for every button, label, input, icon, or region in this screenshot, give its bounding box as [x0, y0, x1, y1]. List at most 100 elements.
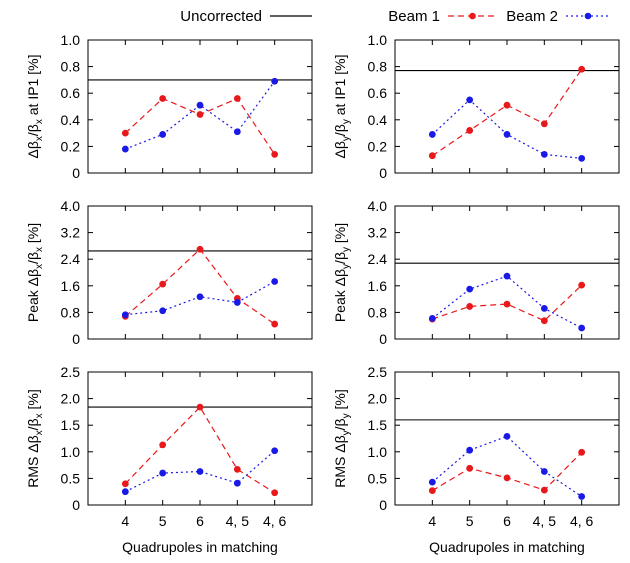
y-tick-label: 4.0: [368, 198, 388, 214]
beam-2-point: [271, 77, 279, 85]
beam-2-point: [540, 468, 548, 475]
beam-1-point: [466, 464, 474, 472]
beam-2-point: [578, 493, 586, 500]
beam-1-line: [431, 68, 583, 157]
legend-label-1: Beam 1: [388, 8, 440, 25]
y-tick-label: 0: [72, 497, 80, 513]
y-tick-label: 0.2: [368, 138, 388, 154]
y-tick-label: 2.4: [61, 251, 81, 267]
beam-2-point: [121, 311, 129, 319]
y-tick-label: 0.8: [368, 59, 388, 75]
plot-frame: [394, 205, 620, 340]
beam-1-line: [432, 451, 583, 492]
beam-2-point: [428, 131, 436, 138]
beam-1-point: [271, 489, 279, 497]
plot-frame: [87, 205, 313, 340]
beam-1-line: [124, 248, 276, 325]
x-tick-label: 4, 6: [263, 513, 287, 529]
panel-3: 0 0.8 1.6 2.4 3.2 4.0 Peak Δβx/βx [%]: [25, 198, 313, 347]
y-tick-label: 1.5: [368, 417, 388, 433]
beam-2-point: [159, 307, 167, 315]
y-tick-label: 2.5: [368, 364, 388, 380]
y-tick-label: 1.0: [61, 32, 81, 48]
y-tick-label: 0: [72, 165, 80, 181]
beam-1-point: [540, 486, 548, 494]
y-tick-label: 0.4: [368, 112, 388, 128]
beam-2-point: [233, 128, 241, 136]
x-axis-label: Quadrupoles in matching: [122, 539, 278, 555]
x-tick-label: 5: [159, 513, 167, 529]
beam-1-point: [428, 152, 436, 160]
beam-1-point: [121, 129, 129, 137]
beam-2-point: [503, 272, 511, 280]
beam-1-point: [428, 487, 436, 495]
y-tick-label: 3.2: [368, 225, 388, 241]
x-tick-label: 4, 5: [226, 513, 250, 529]
panel-2: 0 0.2 0.4 0.6 0.8 1.0 Δβy/βy at IP1 [%]: [332, 32, 620, 181]
beam-1-point: [271, 320, 279, 328]
y-tick-label: 0.5: [61, 470, 81, 486]
beam-2-point: [121, 145, 129, 153]
y-axis-label: RMS Δβx/βx [%]: [25, 389, 45, 487]
beam-2-line: [125, 80, 276, 150]
beam-2-point: [233, 299, 241, 306]
beam-1-point: [121, 480, 129, 488]
beam-1-point: [196, 245, 204, 253]
x-tick-label: 4: [121, 513, 129, 529]
legend: Uncorrected Beam 1 Beam 2: [180, 8, 610, 25]
y-tick-label: 2.0: [368, 391, 388, 407]
y-tick-label: 3.2: [61, 225, 81, 241]
x-tick-label: 6: [196, 513, 204, 529]
x-tick-label: 4, 6: [570, 513, 594, 529]
panel-4: 0 0.8 1.6 2.4 3.2 4.0 Peak Δβy/βy [%]: [332, 198, 620, 347]
x-tick-label: 4: [428, 513, 436, 529]
legend-label-0: Uncorrected: [180, 8, 262, 25]
beam-1-line: [124, 406, 275, 494]
y-tick-label: 1.6: [61, 278, 81, 294]
beam-2-point: [466, 96, 474, 104]
beam-2-point: [233, 479, 241, 487]
y-tick-label: 1.5: [61, 417, 81, 433]
y-tick-label: 1.0: [61, 444, 81, 460]
chart-panels: 0 0.2 0.4 0.6 0.8 1.0 Δβx/βx at IP1 [%] 0 0.2 0.4…: [25, 32, 620, 555]
beam-1-point: [271, 150, 279, 158]
beam-1-point: [578, 448, 586, 456]
beam-2-point: [271, 447, 279, 455]
y-tick-label: 2.0: [61, 391, 81, 407]
y-axis-label: Δβy/βy at IP1 [%]: [332, 55, 352, 159]
y-tick-label: 0.4: [61, 112, 81, 128]
beam-2-point: [428, 478, 436, 486]
x-tick-label: 4, 5: [533, 513, 557, 529]
y-tick-label: 1.6: [368, 278, 388, 294]
legend-label-2: Beam 2: [506, 8, 558, 25]
y-axis-label: Δβx/βx at IP1 [%]: [25, 55, 45, 159]
beam-2-point: [159, 469, 167, 477]
beam-1-point: [466, 127, 474, 134]
beam-1-point: [540, 317, 548, 325]
y-tick-label: 0.6: [368, 85, 388, 101]
beam-2-point: [159, 131, 167, 138]
beam-1-point: [159, 441, 167, 449]
y-tick-label: 0.5: [368, 470, 388, 486]
y-tick-label: 0.8: [61, 304, 81, 320]
y-axis-label: RMS Δβy/βy [%]: [332, 389, 352, 487]
y-tick-label: 0: [379, 497, 387, 513]
y-tick-label: 0.6: [61, 85, 81, 101]
beam-1-point: [196, 403, 204, 411]
beam-2-line: [125, 280, 275, 316]
y-tick-label: 1.0: [368, 32, 388, 48]
beam-1-point: [578, 281, 586, 289]
beam-1-point: [503, 474, 511, 482]
beam-2-point: [428, 314, 436, 322]
y-tick-label: 0.2: [61, 138, 81, 154]
y-tick-label: 2.4: [368, 251, 388, 267]
y-tick-label: 2.5: [61, 364, 81, 380]
beam-2-point: [503, 432, 511, 440]
x-axis-label: Quadrupoles in matching: [429, 539, 585, 555]
y-tick-label: 0: [379, 165, 387, 181]
beam-1-point: [159, 95, 167, 102]
beam-2-point: [196, 101, 204, 109]
beam-2-point: [578, 324, 586, 332]
beam-1-point: [540, 120, 548, 128]
